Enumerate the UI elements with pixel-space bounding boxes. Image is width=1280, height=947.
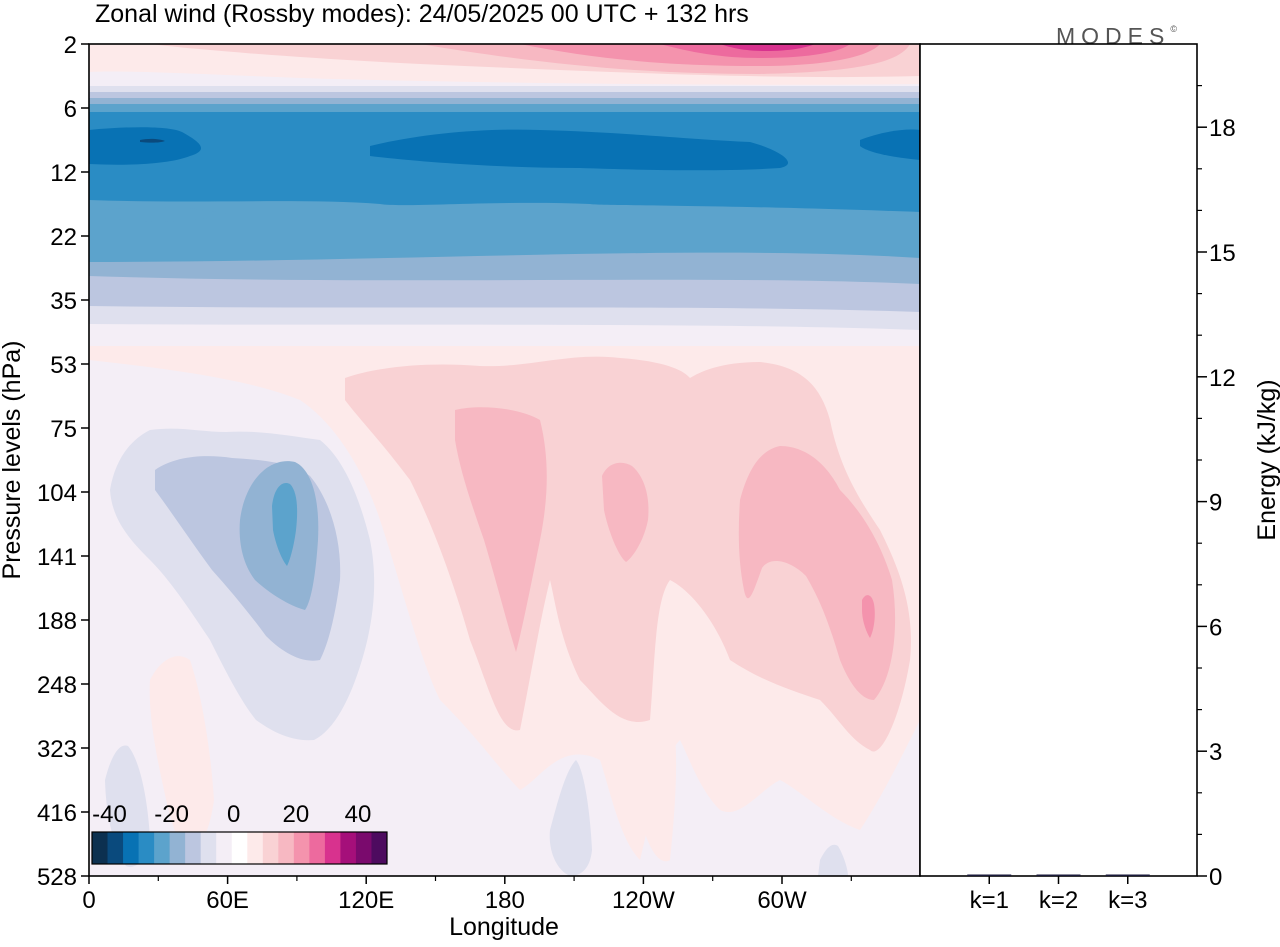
x-tick-label: 60E [206, 887, 249, 914]
y-tick-label: 528 [37, 864, 77, 891]
x-tick-label: 0 [82, 887, 95, 914]
x-axis-label: Longitude [449, 913, 559, 941]
colorbar-swatch [309, 832, 326, 864]
contour-westerly-tropo [637, 707, 677, 862]
x-tick-label: 180 [485, 887, 525, 914]
y-tick-label: 2 [64, 32, 77, 59]
y-tick-label: 141 [37, 544, 77, 571]
x-tick-label: 60W [757, 887, 807, 914]
energy-bar [1105, 874, 1150, 876]
energy-panel: k=1 k=2 k=3 0 3 6 9 12 15 18 Energy (kJ/kg) [919, 43, 1280, 914]
contour-westerly-tropo [602, 462, 649, 562]
colorbar-swatch [169, 832, 186, 864]
energy-tick-label: 6 [1209, 614, 1222, 641]
y-tick-label: 12 [50, 160, 77, 187]
y-tick-label: 248 [37, 672, 77, 699]
energy-axis: 0 3 6 9 12 15 18 [1197, 84, 1236, 891]
colorbar-swatch [231, 832, 248, 864]
colorbar-swatch [293, 832, 310, 864]
y-tick-label: 6 [64, 96, 77, 123]
colorbar-frame [91, 831, 388, 865]
colorbar-swatch [355, 832, 372, 864]
colorbar-swatch [138, 832, 155, 864]
y-tick-label: 75 [50, 416, 77, 443]
energy-tick-label: 0 [1209, 864, 1222, 891]
contour-easterly-band [105, 207, 230, 222]
contour-easterly-cell [272, 482, 298, 566]
contour-westerly-tropo [149, 656, 214, 860]
colorbar-swatch [340, 832, 357, 864]
energy-bar [1036, 874, 1081, 876]
x-tick-label: 120E [338, 887, 394, 914]
colorbar-swatch [216, 832, 233, 864]
colorbar-swatch [92, 832, 109, 864]
colorbar-swatch [107, 832, 124, 864]
colorbar-swatch [324, 832, 341, 864]
contour-easterly-core [89, 127, 202, 165]
energy-tick-label: 12 [1209, 365, 1236, 392]
energy-bar [967, 874, 1012, 876]
y-tick-label: 188 [37, 608, 77, 635]
colorbar-swatch [154, 832, 171, 864]
y-tick-label: 53 [50, 352, 77, 379]
colorbar-swatch [278, 832, 295, 864]
y-tick-label: 416 [37, 800, 77, 827]
energy-axis-label: Energy (kJ/kg) [1253, 379, 1280, 540]
colorbar-swatch [262, 832, 279, 864]
contour-easterly-cell [818, 844, 848, 876]
y-tick-label: 22 [50, 224, 77, 251]
energy-tick-label: 18 [1209, 115, 1236, 142]
colorbar: -40 -20 0 20 40 [91, 801, 388, 865]
contour-westerly-tropo [455, 407, 547, 652]
y-axis: 2 6 12 22 35 53 75 104 141 188 248 323 416 528 [37, 32, 89, 891]
contour-westerly-tropo [862, 595, 875, 638]
colorbar-tick-label: 20 [282, 801, 309, 828]
energy-tick-label: 15 [1209, 240, 1236, 267]
energy-tick-label: 3 [1209, 739, 1222, 766]
contour-easterly-core [140, 138, 165, 143]
colorbar-swatch [200, 832, 217, 864]
chart-title: Zonal wind (Rossby modes): 24/05/2025 00… [95, 0, 749, 28]
colorbar-swatch [185, 832, 202, 864]
energy-tick-label: 9 [1209, 490, 1222, 517]
energy-x-tick-label: k=1 [970, 887, 1009, 914]
colorbar-tick-label: -20 [154, 801, 189, 828]
y-tick-label: 323 [37, 736, 77, 763]
energy-x-tick-label: k=2 [1039, 887, 1078, 914]
contour-westerly-tropo [738, 446, 896, 700]
y-axis-label: Pressure levels (hPa) [0, 341, 26, 580]
colorbar-tick-label: -40 [92, 801, 127, 828]
contour-westerly-top [720, 44, 815, 51]
contour-easterly-core [370, 129, 789, 171]
x-tick-label: 120W [612, 887, 675, 914]
contour-easterly-cell [549, 760, 592, 876]
energy-bars: k=1 k=2 k=3 [967, 874, 1150, 914]
energy-panel-frame [919, 43, 1198, 877]
colorbar-swatch [123, 832, 140, 864]
energy-x-tick-label: k=3 [1108, 887, 1147, 914]
colorbar-tick-label: 0 [227, 801, 240, 828]
x-axis: 0 60E 120E 180 120W 60W [82, 876, 852, 914]
contour-plot: 0 60E 120E 180 120W 60W 2 6 12 22 35 53 75 104 141 188… [0, 32, 921, 941]
y-tick-label: 104 [37, 480, 77, 507]
colorbar-tick-label: 40 [345, 801, 372, 828]
contour-easterly-core [860, 129, 920, 160]
y-tick-label: 35 [50, 288, 77, 315]
colorbar-swatch [371, 832, 388, 864]
colorbar-swatch [247, 832, 264, 864]
